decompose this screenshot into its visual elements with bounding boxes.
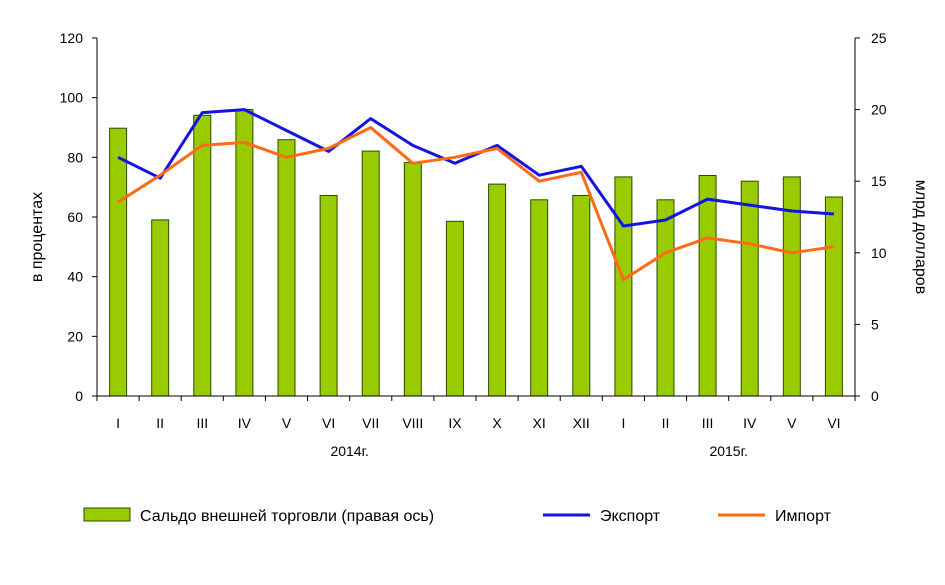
right-tick-label: 10 bbox=[871, 245, 887, 261]
balance-bar bbox=[488, 183, 507, 397]
x-tick-label: II bbox=[156, 415, 164, 431]
left-tick-label: 100 bbox=[60, 90, 84, 106]
x-tick-label: III bbox=[196, 415, 208, 431]
x-tick-label: VII bbox=[362, 415, 379, 431]
right-tick-label: 5 bbox=[871, 316, 879, 332]
import-line bbox=[117, 126, 835, 282]
left-tick-label: 60 bbox=[67, 209, 83, 225]
left-tick-label: 80 bbox=[67, 149, 83, 165]
right-axis: 0 5 10 15 20 25 bbox=[854, 30, 887, 404]
left-axis-title: в процентах bbox=[29, 192, 46, 282]
x-tick-label: XI bbox=[533, 415, 546, 431]
legend-label-export: Экспорт bbox=[600, 508, 661, 525]
x-tick-label: II bbox=[662, 415, 670, 431]
left-tick-label: 120 bbox=[60, 30, 84, 46]
balance-bar bbox=[235, 109, 254, 397]
right-tick-label: 20 bbox=[871, 102, 887, 118]
legend-label-import: Импорт bbox=[775, 508, 832, 525]
x-tick-label: III bbox=[702, 415, 714, 431]
x-tick-label: VI bbox=[827, 415, 840, 431]
left-tick-label: 0 bbox=[75, 388, 83, 404]
left-tick-label: 20 bbox=[67, 328, 83, 344]
x-tick-label: V bbox=[787, 415, 797, 431]
balance-bar bbox=[614, 176, 633, 397]
balance-bar bbox=[656, 199, 675, 397]
balance-bar bbox=[445, 220, 464, 397]
balance-bar bbox=[319, 195, 338, 397]
export-line bbox=[117, 108, 835, 228]
year-label: 2015г. bbox=[709, 443, 747, 459]
left-tick-label: 40 bbox=[67, 269, 83, 285]
right-tick-label: 0 bbox=[871, 388, 879, 404]
x-tick-label: XII bbox=[573, 415, 590, 431]
balance-bar bbox=[572, 195, 591, 397]
x-axis: I II III IV V VI VII VIII IX X XI XII I II III IV V VI201… bbox=[96, 395, 856, 459]
x-tick-label: IX bbox=[448, 415, 462, 431]
legend-label-balance: Сальдо внешней торговли (правая ось) bbox=[140, 508, 434, 525]
x-tick-label: IV bbox=[238, 415, 252, 431]
balance-bar bbox=[530, 199, 549, 397]
balance-bar bbox=[740, 180, 759, 397]
x-tick-label: V bbox=[282, 415, 292, 431]
right-tick-label: 25 bbox=[871, 30, 887, 46]
balance-bar bbox=[698, 175, 717, 397]
plot-area bbox=[109, 108, 843, 397]
x-tick-label: VIII bbox=[402, 415, 423, 431]
legend-bar-swatch bbox=[83, 507, 131, 522]
balance-bar bbox=[109, 127, 128, 397]
right-tick-label: 15 bbox=[871, 173, 887, 189]
x-tick-label: I bbox=[116, 415, 120, 431]
year-label: 2014г. bbox=[330, 443, 368, 459]
x-tick-label: IV bbox=[743, 415, 757, 431]
legend: Сальдо внешней торговли (правая ось) Эксп… bbox=[83, 507, 832, 525]
balance-bar bbox=[403, 162, 422, 397]
right-axis-title: млрд долларов bbox=[912, 180, 929, 294]
balance-bar bbox=[824, 196, 843, 397]
balance-bar bbox=[151, 219, 170, 397]
balance-bar bbox=[361, 150, 380, 397]
left-axis: 0 20 40 60 80 100 120 bbox=[60, 30, 98, 404]
x-tick-label: VI bbox=[322, 415, 335, 431]
balance-bar bbox=[193, 114, 212, 397]
x-tick-label: I bbox=[621, 415, 625, 431]
balance-bar bbox=[277, 139, 296, 397]
x-tick-label: X bbox=[492, 415, 502, 431]
